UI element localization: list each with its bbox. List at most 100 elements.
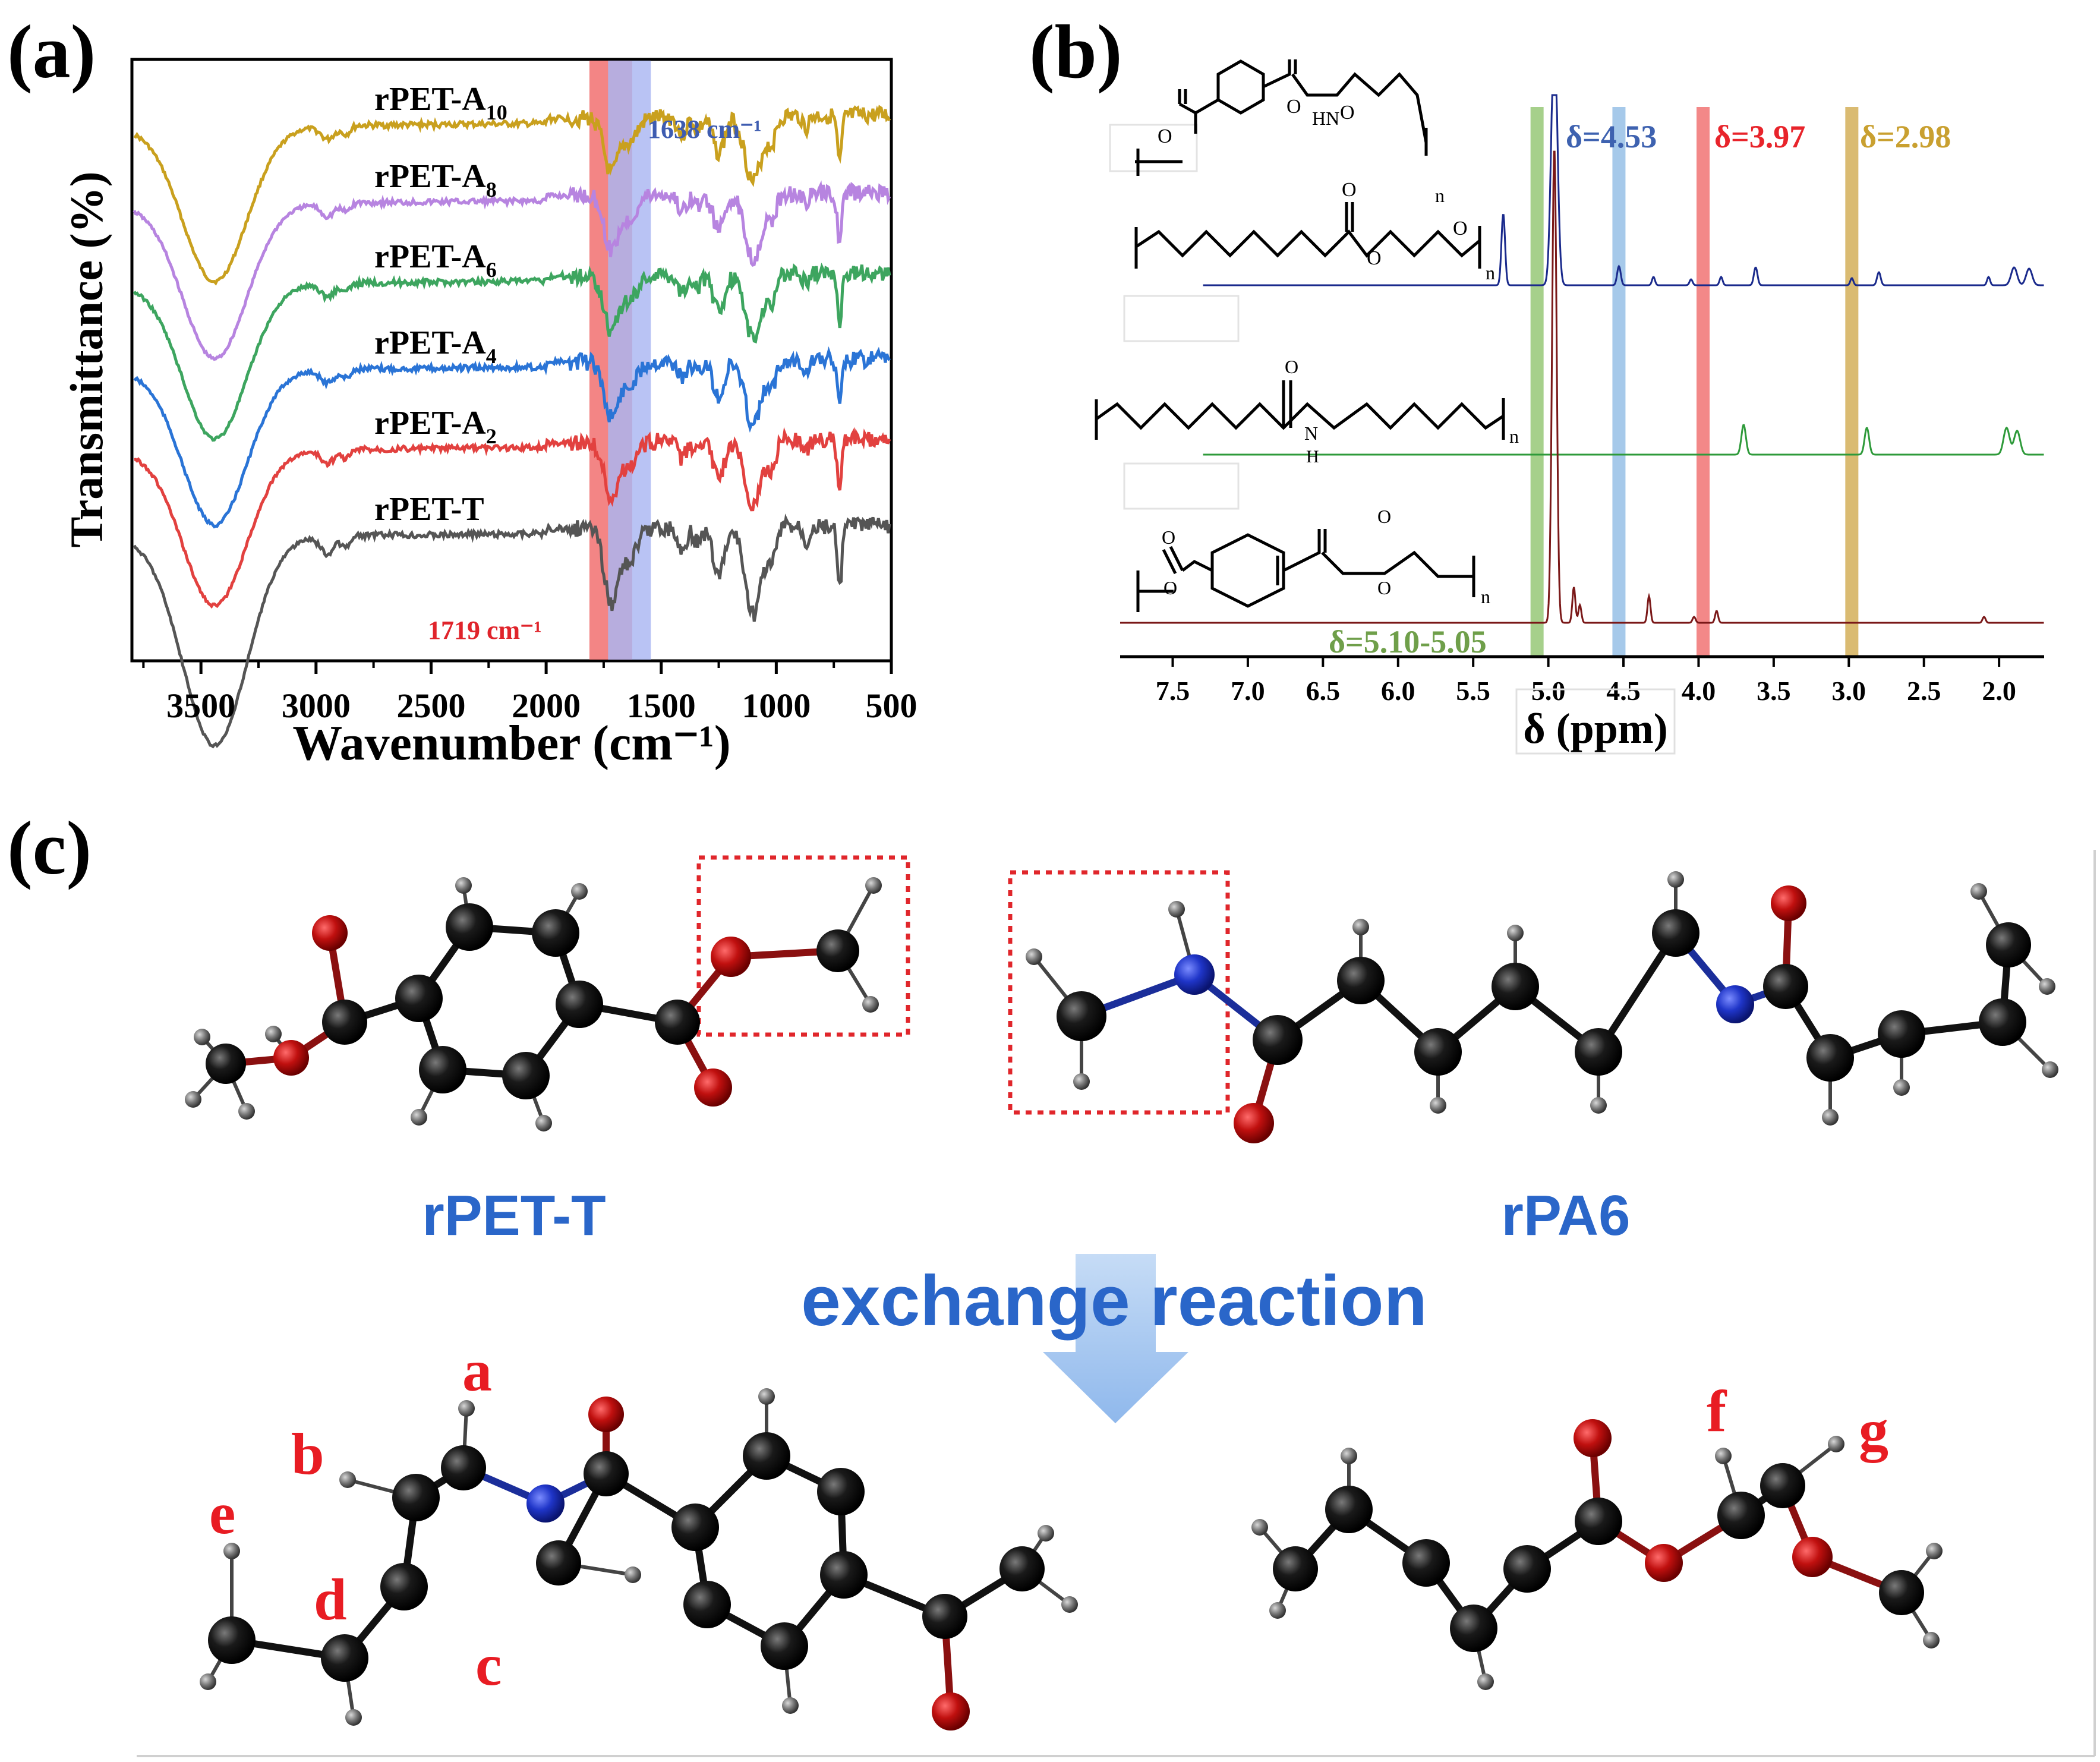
atom-C	[761, 1622, 808, 1670]
molecule-label-rpa6: rPA6	[1502, 1184, 1631, 1247]
structure-pa6	[1095, 380, 1505, 440]
atom-O	[932, 1692, 970, 1731]
atom-O	[1645, 1544, 1683, 1582]
ftir-series-line	[133, 180, 891, 361]
atom-C	[816, 929, 859, 972]
atom-H	[1923, 1632, 1940, 1648]
panel-label-b: (b)	[1029, 10, 1122, 94]
nmr-band	[1530, 107, 1544, 657]
atom-C	[1273, 1546, 1318, 1591]
atom-H	[223, 1543, 240, 1559]
atom-H	[758, 1388, 775, 1405]
nmr-tick-label: 5.5	[1456, 676, 1490, 706]
atom-H	[1073, 1073, 1090, 1090]
atom-H	[1590, 1097, 1607, 1114]
ftir-series-label: rPET-T	[374, 491, 484, 528]
ftir-band-label-1638: 1638 cm⁻¹	[648, 115, 762, 144]
ftir-band-label-1719: 1719 cm⁻¹	[428, 616, 542, 645]
ftir-series-label: rPET-A2	[374, 405, 497, 448]
nmr-tick-label: 4.0	[1682, 676, 1716, 706]
atom-H	[194, 1029, 210, 1045]
structure-n-2: n	[1486, 262, 1495, 283]
ftir-series-label: rPET-A6	[374, 238, 497, 282]
highlight-box-amide	[1008, 870, 1230, 1115]
structure-n-4: n	[1481, 586, 1490, 607]
atom-H	[1828, 1436, 1844, 1452]
atom-O	[1792, 1537, 1833, 1577]
site-label-c: c	[475, 1632, 502, 1698]
structure-n-1: n	[1435, 185, 1445, 206]
nmr-band	[1697, 107, 1710, 657]
ftir-series-line	[134, 427, 891, 609]
atom-O	[1771, 885, 1806, 921]
atom-C	[1878, 1010, 1925, 1058]
atom-C	[1717, 1492, 1765, 1539]
atom-H	[339, 1471, 356, 1488]
atom-N	[526, 1484, 565, 1523]
atom-C	[1652, 909, 1699, 957]
atom-H	[1822, 1109, 1839, 1126]
atom-C	[1414, 1028, 1462, 1076]
atom-C	[206, 1044, 246, 1084]
atom-C	[1492, 963, 1539, 1010]
nmr-tick-label: 7.5	[1156, 676, 1190, 706]
nmr-tick-label: 7.0	[1231, 676, 1265, 706]
atom-H	[2039, 978, 2055, 995]
atom-H	[238, 1103, 255, 1120]
atom-C	[1879, 1570, 1924, 1615]
ftir-series-label: rPET-A10	[374, 81, 507, 124]
atom-O	[694, 1068, 732, 1107]
atom-H	[1893, 1079, 1910, 1096]
nmr-chart: 7.5 7.0 6.5 6.0 5.5 5.0 4.5 4.0 3.5 3.0 2.5 2.0 δ=5…	[1095, 59, 2044, 755]
atom-H	[1667, 871, 1684, 888]
atom-H	[1477, 1673, 1494, 1690]
molecule-label-rpet-t: rPET-T	[422, 1184, 606, 1247]
ftir-series-line	[133, 346, 891, 529]
atom-C	[1057, 991, 1106, 1041]
atom-O	[273, 1040, 309, 1076]
atom-H	[1269, 1602, 1286, 1619]
atom-C	[922, 1594, 967, 1639]
atom-H	[1970, 883, 1987, 900]
atom-H	[625, 1566, 641, 1583]
nmr-band	[1612, 107, 1626, 657]
reaction-arrow-icon	[1043, 1254, 1188, 1423]
atom-H	[1926, 1543, 1943, 1559]
structure-o-1: O	[1158, 125, 1172, 147]
atom-H	[458, 1400, 475, 1417]
site-label-e: e	[209, 1480, 235, 1546]
atom-C	[380, 1563, 428, 1610]
atom-C	[655, 1000, 700, 1045]
atom-C	[683, 1581, 731, 1628]
atom-O	[588, 1397, 624, 1432]
atom-C	[532, 909, 579, 957]
atom-C	[1450, 1605, 1497, 1652]
nmr-tick-label: 5.0	[1531, 676, 1566, 706]
structure-hn: HN	[1312, 108, 1339, 129]
structure-o-5: O	[1367, 247, 1382, 269]
atom-C	[446, 903, 493, 951]
atom-H	[1251, 1519, 1268, 1536]
structure-o-4: O	[1342, 179, 1357, 201]
atom-C	[820, 1551, 868, 1599]
atom-C	[1325, 1486, 1373, 1533]
site-label-a: a	[462, 1338, 492, 1404]
atom-H	[345, 1709, 362, 1726]
structure-placeholder-1	[1123, 295, 1240, 342]
atom-C	[1337, 957, 1385, 1004]
nmr-annotation-label: δ=3.97	[1714, 119, 1805, 155]
ftir-chart: 3500 3000 2500 2000 1500 1000 500 rPET-A10 rPET…	[61, 58, 917, 771]
atom-C	[743, 1432, 790, 1480]
atom-H	[1715, 1448, 1732, 1464]
ftir-series-line	[133, 105, 891, 286]
atom-H	[455, 877, 472, 894]
atom-C	[556, 981, 603, 1028]
highlight-box-ester	[696, 855, 910, 1037]
ftir-tick-label: 3500	[166, 686, 235, 725]
atom-H	[1430, 1097, 1446, 1114]
atom-C	[322, 1000, 367, 1045]
ftir-tick-label: 1500	[627, 686, 696, 725]
atom-H	[2042, 1061, 2058, 1078]
atom-H	[1061, 1596, 1078, 1613]
structure-o-10: O	[1377, 506, 1391, 527]
